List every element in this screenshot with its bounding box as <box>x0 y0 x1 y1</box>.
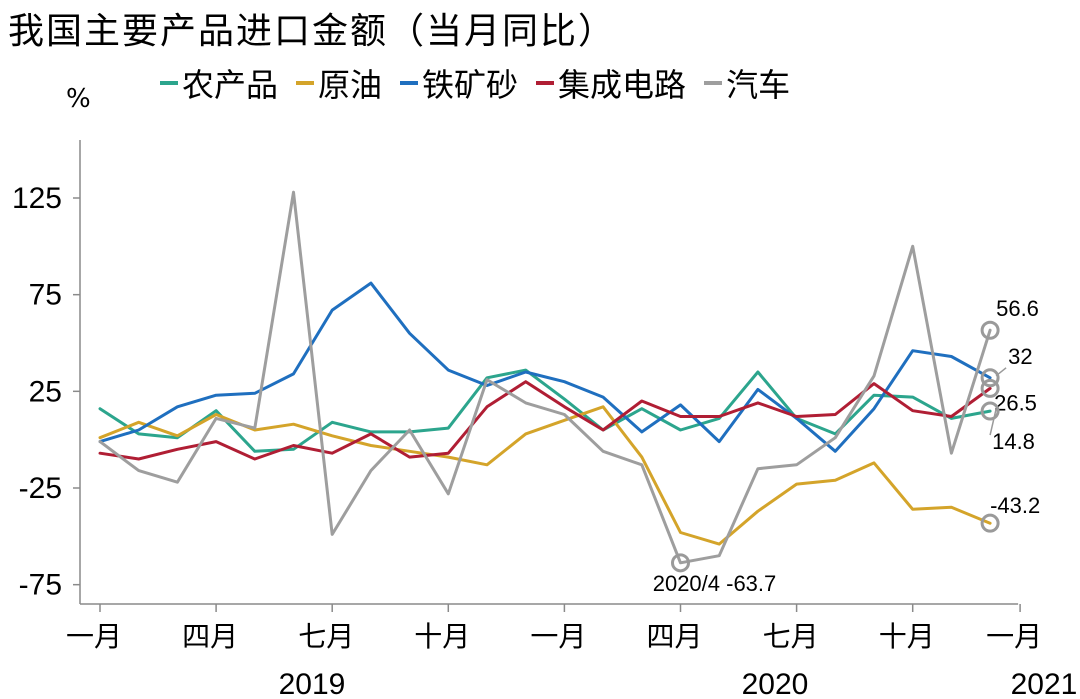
y-tick-label: 25 <box>29 375 62 408</box>
series-line-4 <box>98 380 992 461</box>
legend-label-agri: 农产品 <box>182 66 279 104</box>
legend-item-auto: 汽车 <box>704 60 790 106</box>
annotation-marker <box>980 513 1000 533</box>
series-line-5 <box>98 190 992 565</box>
annotation-marker <box>980 368 1000 388</box>
legend-swatch-agri <box>160 81 178 85</box>
x-tick-label: 七月 <box>298 620 354 653</box>
x-tick-label: 四月 <box>182 620 238 653</box>
legend-label-iron-ore: 铁矿砂 <box>422 66 519 104</box>
annotation-marker <box>980 401 1000 421</box>
annotation-leader <box>989 408 997 436</box>
legend-label-auto: 汽车 <box>726 66 791 104</box>
x-tick-label: 十月 <box>879 620 935 653</box>
annotation-label: 56.6 <box>996 296 1039 321</box>
x-tick-label: 一月 <box>530 620 586 653</box>
annotation-marker <box>671 553 690 573</box>
legend-label-crude-oil: 原油 <box>318 66 383 104</box>
annotation-label: -43.2 <box>990 493 1040 518</box>
legend-item-crude-oil: 原油 <box>296 60 382 106</box>
legend-item-iron-ore: 铁矿砂 <box>400 60 518 106</box>
annotation-label: 14.8 <box>992 429 1035 454</box>
legend-swatch-iron-ore <box>400 81 419 85</box>
legend-swatch-auto <box>704 81 723 85</box>
y-tick-label: -75 <box>19 569 62 602</box>
year-label: 2021 <box>1011 668 1078 699</box>
y-tick-label: 75 <box>29 279 62 312</box>
year-label: 2019 <box>279 668 346 699</box>
x-tick-label: 一月 <box>66 620 122 653</box>
annotation-marker <box>980 378 1000 398</box>
x-tick-label: 四月 <box>646 620 702 653</box>
annotation-leader <box>995 367 1007 377</box>
annotation-label: 2020/4 -63.7 <box>653 571 777 596</box>
chart-title: 我国主要产品进口金额（当月同比） <box>8 11 617 52</box>
legend-item-agri: 农产品 <box>160 60 278 106</box>
year-label: 2020 <box>742 668 809 699</box>
series-line-3 <box>98 281 992 453</box>
legend: 农产品 原油 铁矿砂 集成电路 汽车 <box>160 60 790 106</box>
annotation-label: 26.5 <box>994 390 1037 415</box>
legend-swatch-ic <box>536 81 555 85</box>
y-axis-unit-label: % <box>66 84 91 114</box>
series-line-1 <box>98 368 992 453</box>
annotation-label: 32 <box>1008 344 1032 369</box>
y-tick-label: 125 <box>12 182 62 215</box>
legend-item-ic: 集成电路 <box>536 60 686 106</box>
annotation-marker <box>980 320 1000 340</box>
legend-label-ic: 集成电路 <box>558 66 687 104</box>
x-tick-label: 一月 <box>986 620 1042 653</box>
legend-swatch-crude-oil <box>296 81 315 85</box>
y-tick-label: -25 <box>19 472 62 505</box>
x-tick-label: 十月 <box>414 620 470 653</box>
x-tick-label: 七月 <box>763 620 819 653</box>
